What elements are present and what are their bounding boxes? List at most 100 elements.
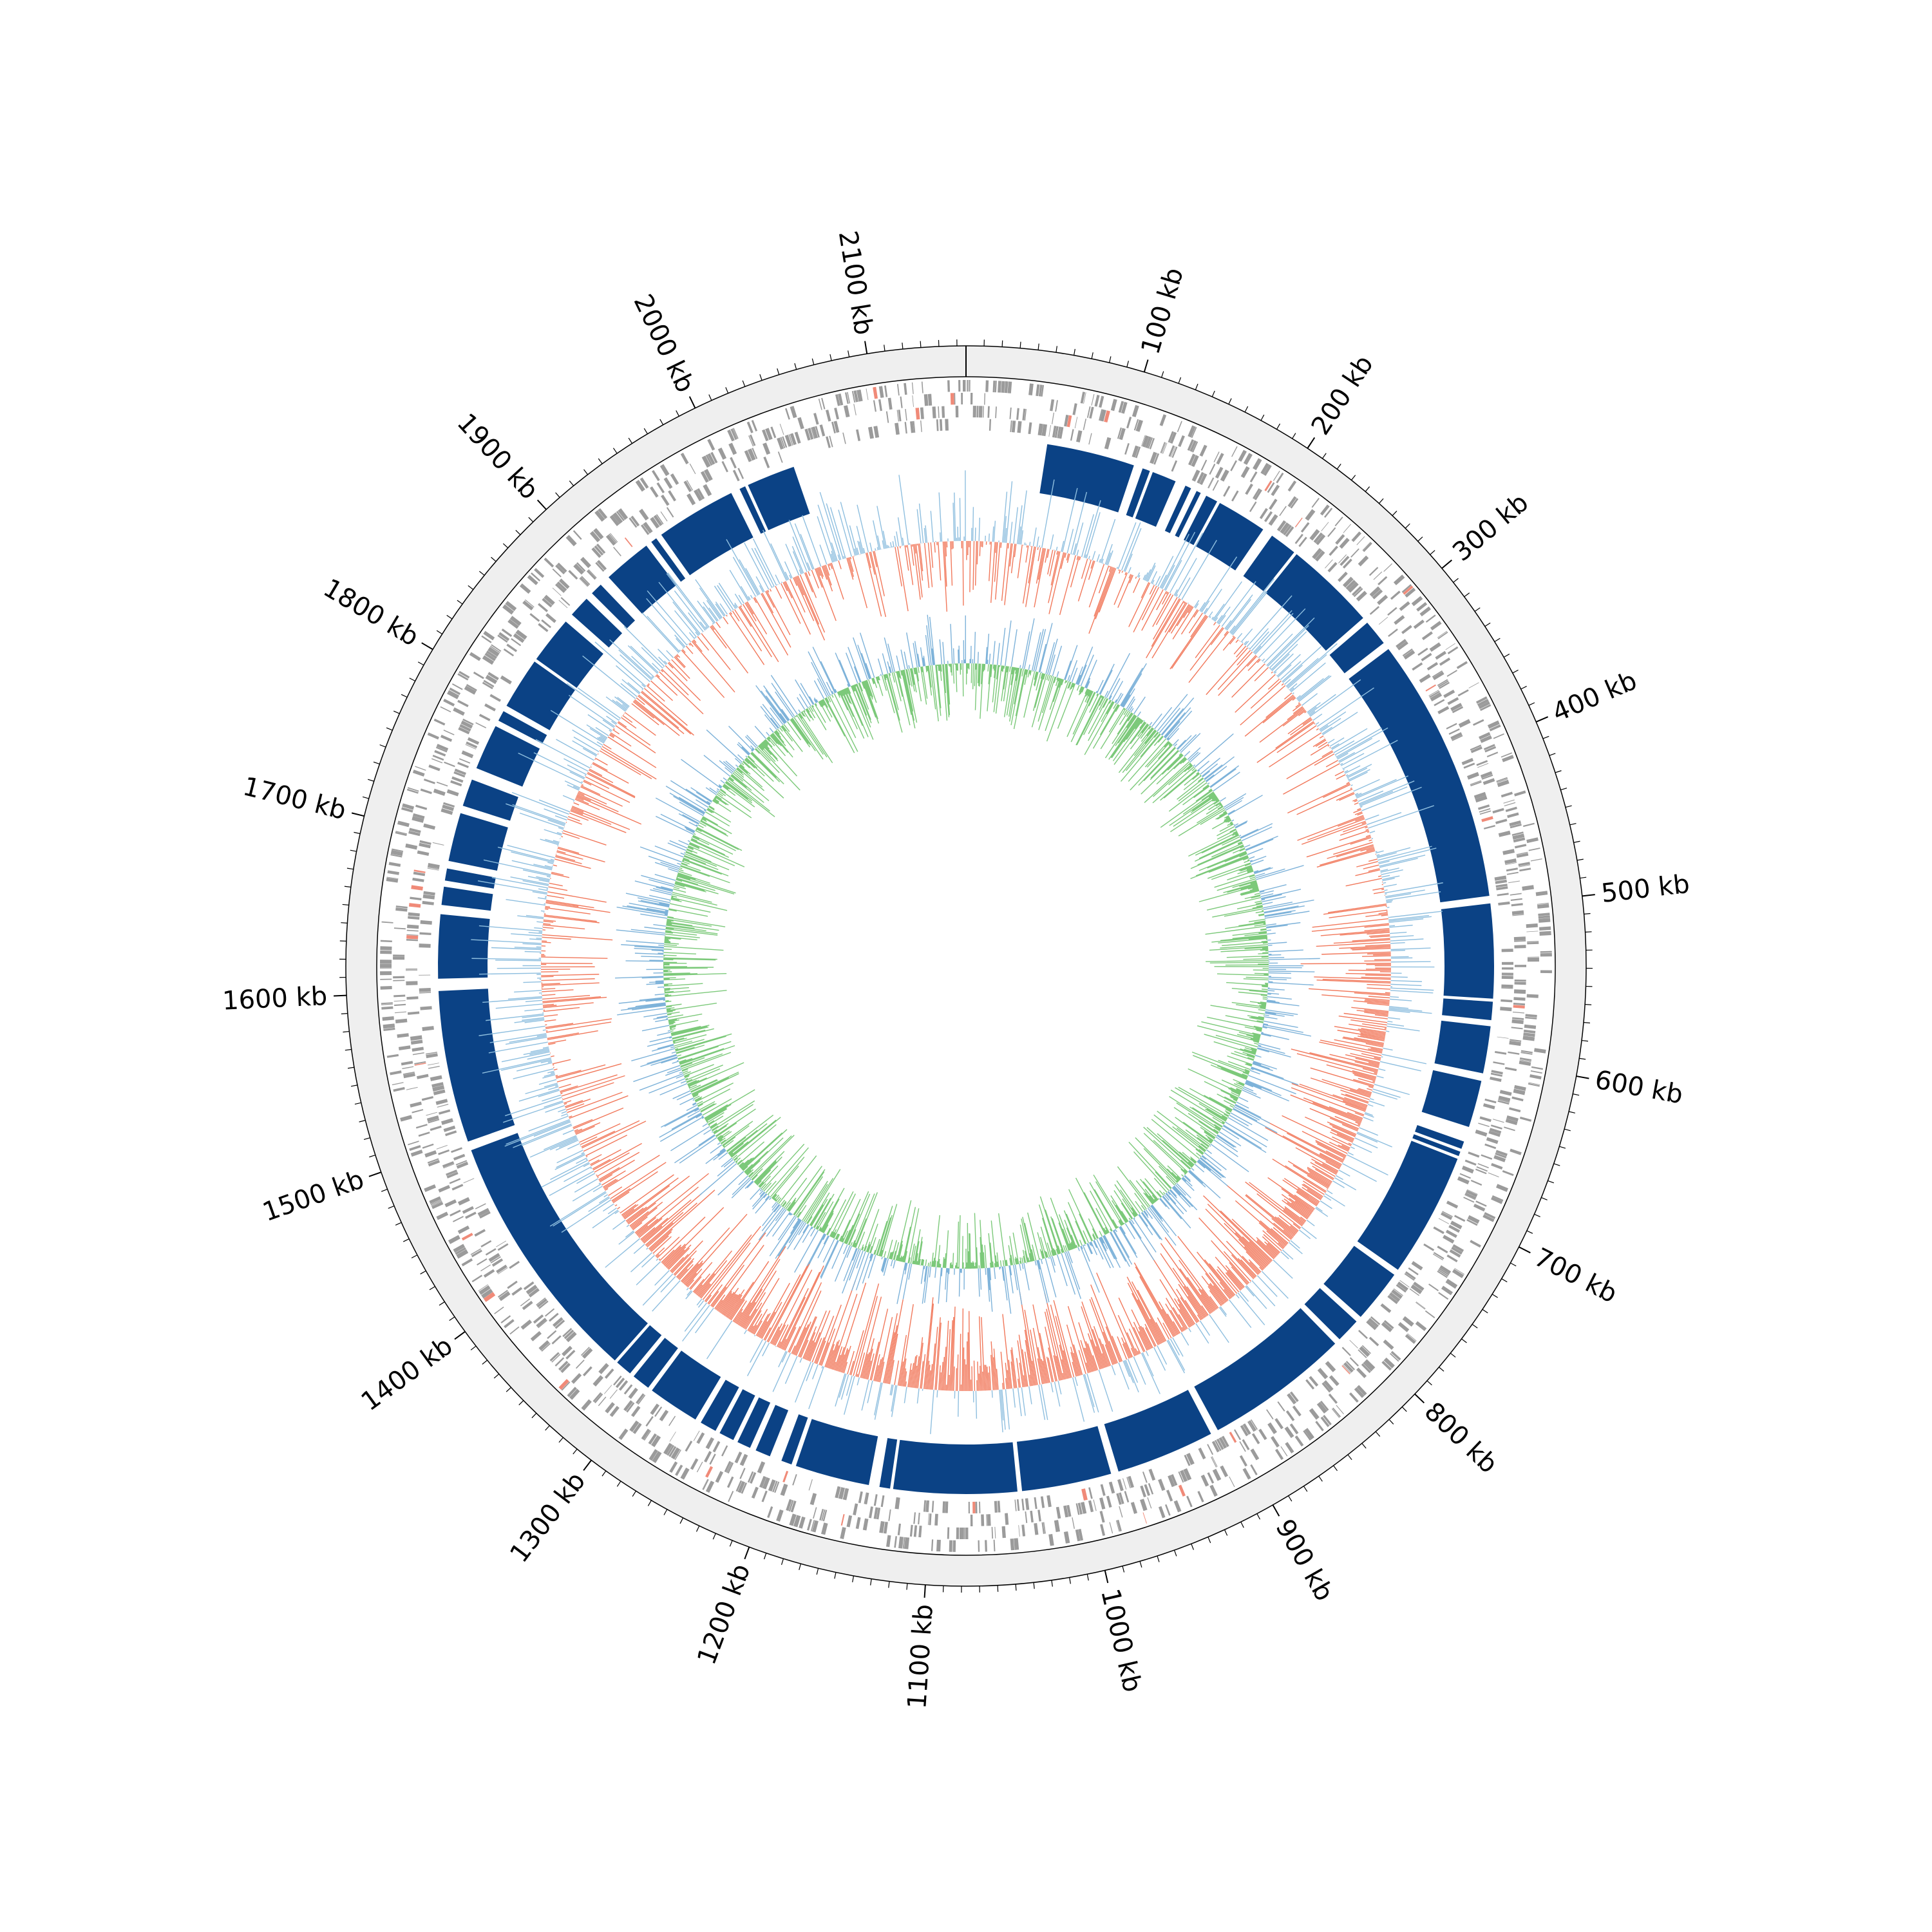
gene-feature — [1397, 1321, 1410, 1332]
gene-feature — [549, 1312, 559, 1322]
gene-feature — [406, 938, 418, 942]
major-tick — [368, 1171, 382, 1177]
gene-feature — [702, 1479, 708, 1490]
gene-feature — [1441, 1212, 1453, 1220]
gene-feature — [1100, 1484, 1106, 1496]
gene-feature — [1429, 690, 1440, 698]
gene-feature — [1527, 956, 1539, 958]
gene-feature — [450, 1209, 461, 1217]
gene-feature — [1001, 1526, 1006, 1539]
gene-feature — [1423, 1243, 1435, 1251]
minor-tick — [583, 469, 589, 475]
gene-feature — [1251, 1433, 1260, 1444]
gene-feature — [529, 612, 540, 622]
gene-feature — [454, 768, 466, 775]
gene-feature — [1274, 1448, 1284, 1461]
gene-feature — [694, 489, 703, 502]
gene-feature — [780, 1483, 788, 1496]
gene-feature — [538, 1300, 549, 1309]
gene-feature — [423, 779, 435, 784]
gene-feature — [431, 758, 443, 764]
gene-feature — [1248, 1420, 1257, 1432]
gene-feature — [440, 734, 453, 742]
gene-feature — [748, 435, 754, 447]
gene-feature — [423, 823, 436, 830]
gene-feature — [1298, 536, 1307, 547]
minor-tick — [763, 1553, 767, 1560]
gene-feature — [689, 463, 696, 475]
gene-feature — [1482, 1214, 1495, 1222]
gene-feature — [650, 1403, 660, 1416]
gene-feature — [932, 406, 936, 419]
gene-feature — [1197, 471, 1205, 484]
gene-feature — [427, 866, 439, 870]
gene-feature — [406, 1086, 418, 1090]
gene-feature — [406, 788, 419, 794]
gene-feature — [942, 1501, 946, 1513]
homology-block — [1039, 444, 1134, 513]
gene-feature — [1475, 1168, 1487, 1175]
gene-feature — [1477, 804, 1490, 810]
gene-feature — [453, 707, 465, 716]
minor-tick — [449, 1316, 455, 1321]
gene-feature — [826, 436, 831, 448]
gene-feature — [1088, 1500, 1094, 1513]
gene-feature — [1501, 972, 1513, 976]
minor-tick — [1056, 346, 1057, 353]
gene-feature — [1488, 1172, 1499, 1178]
minor-tick — [354, 1102, 361, 1105]
gene-feature — [1108, 1481, 1115, 1494]
minor-tick — [1126, 361, 1129, 368]
minor-tick — [1560, 788, 1567, 791]
gene-feature — [628, 1387, 638, 1399]
gene-feature — [1438, 1292, 1449, 1300]
gene-feature — [950, 393, 954, 405]
gene-feature — [687, 493, 696, 506]
gene-feature — [878, 399, 882, 412]
gene-feature — [1088, 1487, 1093, 1499]
gene-feature — [481, 635, 492, 643]
gene-feature — [1397, 641, 1408, 650]
gene-feature — [1276, 472, 1284, 484]
gene-feature — [994, 1501, 998, 1513]
gene-feature — [1168, 431, 1174, 443]
gene-feature — [1329, 545, 1338, 556]
gene-feature — [575, 1359, 585, 1369]
gene-feature — [1419, 674, 1431, 683]
gene-feature — [645, 1416, 654, 1427]
gene-feature — [1279, 506, 1287, 516]
gene-feature — [1106, 1495, 1112, 1508]
gene-feature — [1495, 819, 1508, 824]
minor-tick — [1211, 390, 1215, 397]
gene-feature — [1249, 471, 1258, 483]
gene-feature — [1461, 757, 1474, 766]
gene-feature — [1276, 520, 1287, 532]
gene-feature — [412, 816, 424, 823]
gene-feature — [1527, 942, 1539, 945]
minor-tick — [354, 831, 361, 835]
gene-feature — [1416, 601, 1428, 612]
minor-tick — [1579, 1057, 1586, 1060]
gene-feature — [1522, 1036, 1535, 1041]
homology-block — [448, 813, 508, 871]
minor-tick — [482, 1359, 488, 1365]
minor-tick — [558, 1437, 564, 1443]
gene-feature — [1075, 1503, 1080, 1515]
gene-feature — [491, 1258, 504, 1267]
gene-feature — [703, 469, 713, 481]
gene-feature — [1493, 733, 1504, 739]
gene-feature — [1426, 661, 1439, 671]
gene-feature — [1184, 1454, 1191, 1466]
gene-feature — [1511, 1019, 1524, 1025]
gene-feature — [1377, 594, 1388, 605]
gene-feature — [1506, 1115, 1519, 1122]
gene-feature — [1342, 576, 1354, 588]
gene-feature — [810, 1520, 815, 1531]
gene-feature — [604, 1368, 614, 1379]
gene-feature — [1300, 522, 1310, 533]
gene-feature — [915, 408, 920, 420]
gene-feature — [408, 916, 420, 920]
gene-feature — [479, 1211, 491, 1219]
gene-feature — [1502, 755, 1514, 762]
gene-feature — [788, 1500, 794, 1512]
